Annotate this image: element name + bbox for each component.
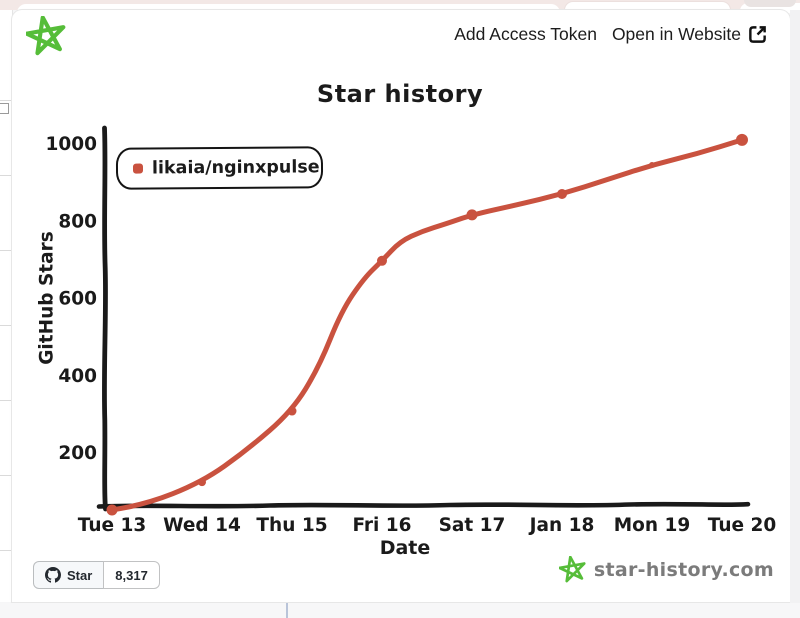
hand-drawn-star-icon [558, 556, 586, 583]
legend-series-swatch [132, 163, 144, 174]
browser-pill-shape [744, 0, 796, 7]
background-sheet-icon [0, 103, 9, 114]
star-history-brand-link[interactable]: star-history.com [558, 556, 774, 583]
open-in-website-label: Open in Website [611, 24, 741, 44]
legend-series-label: likaia/nginxpulse [151, 157, 320, 179]
x-axis-title: Date [379, 537, 431, 559]
github-star-button[interactable]: Star [33, 561, 105, 589]
page-bottom-strip [0, 603, 800, 618]
github-star-count[interactable]: 8,317 [103, 561, 160, 589]
chart-title: Star history [316, 80, 484, 108]
github-octocat-icon [45, 567, 61, 583]
add-access-token-button[interactable]: Add Access Token [454, 24, 597, 45]
background-sheet-gridline [286, 603, 288, 618]
add-access-token-label: Add Access Token [454, 24, 597, 44]
browser-tab-shape [17, 4, 560, 14]
header-actions: Add Access Token Open in Website [454, 24, 768, 45]
browser-tab-shape [740, 3, 800, 13]
brand-text: star-history.com [593, 558, 774, 581]
star-history-logo[interactable] [24, 15, 66, 56]
github-star-widget: Star 8,317 [33, 561, 160, 589]
hand-drawn-star-icon [24, 15, 66, 56]
chart-legend[interactable]: likaia/nginxpulse [115, 146, 324, 190]
github-star-label: Star [67, 567, 93, 583]
open-in-website-link[interactable]: Open in Website [612, 24, 768, 45]
y-axis-title: GitHub Stars [36, 231, 58, 365]
page-right-strip [790, 10, 800, 603]
external-link-icon [749, 26, 766, 43]
